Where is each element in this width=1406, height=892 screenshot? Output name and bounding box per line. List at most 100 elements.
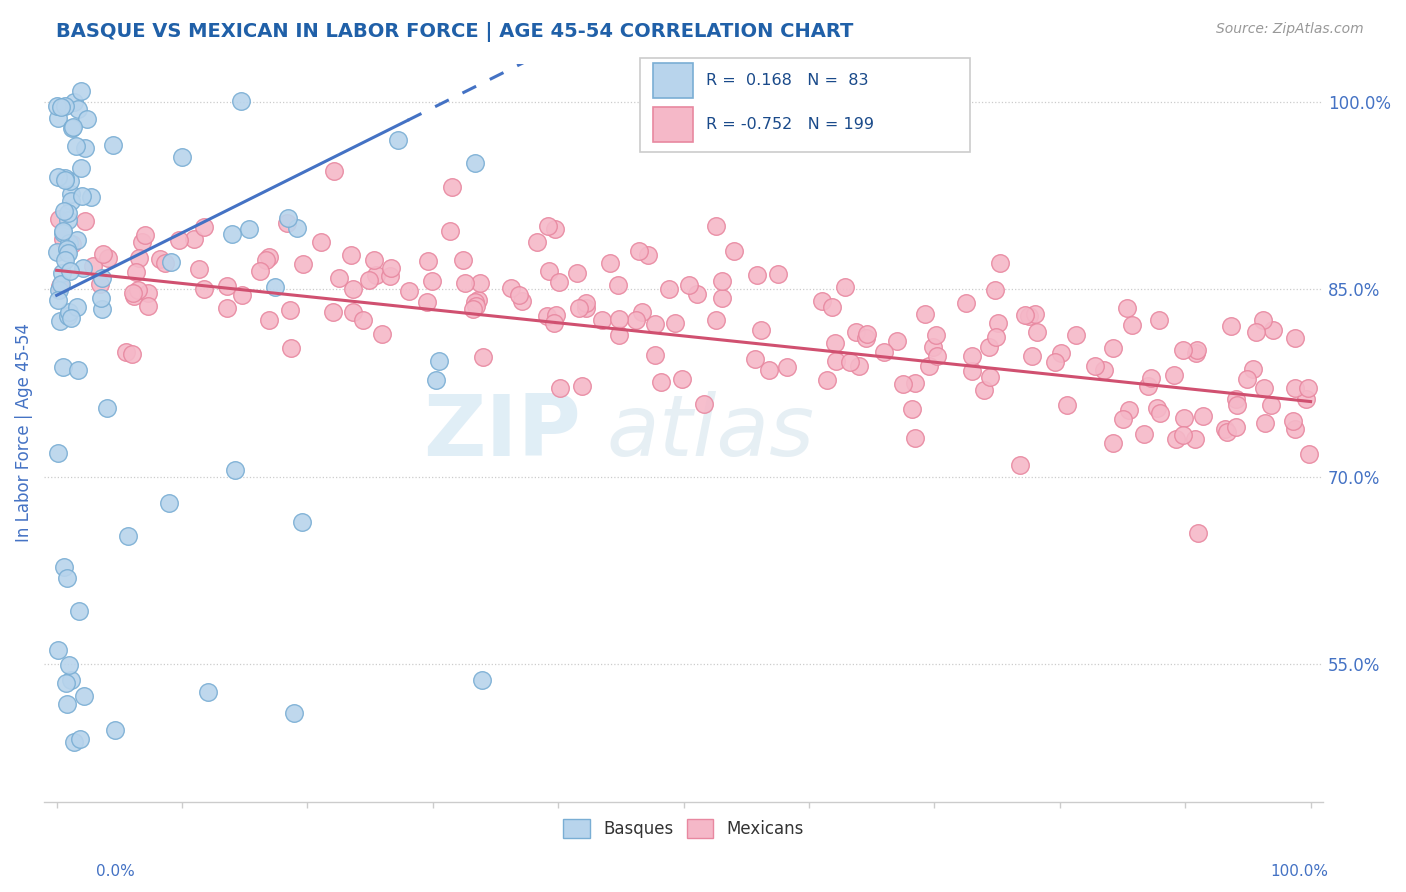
Point [51,266,73,280]
Point [1133,426,1156,441]
Point [1149,406,1171,420]
Point [69,84,91,98]
Point [278,303,301,318]
Point [416,253,439,268]
Point [46,169,69,184]
Point [63,95,86,110]
Point [1213,422,1236,436]
Point [1216,425,1239,440]
Point [328,271,350,285]
Point [76,112,98,127]
Point [53,173,76,187]
Point [48,212,70,227]
Point [197,684,219,698]
Point [131,235,153,250]
Point [425,373,447,387]
Point [1149,313,1171,327]
Point [704,219,727,234]
Point [1101,341,1123,355]
Point [811,293,834,308]
Point [918,359,941,374]
Point [749,323,772,337]
Point [193,220,215,235]
Point [283,706,305,720]
Point [66,300,89,314]
Point [775,360,797,375]
Point [1024,307,1046,321]
Point [121,347,143,361]
Point [1056,398,1078,412]
Point [664,316,686,330]
Point [1253,380,1275,394]
Point [221,227,243,242]
Point [52,203,75,218]
FancyBboxPatch shape [640,58,970,152]
Point [607,312,630,326]
Point [155,256,177,270]
Point [988,255,1011,269]
Point [821,300,844,314]
Text: R = -0.752   N = 199: R = -0.752 N = 199 [706,117,873,132]
Point [75,214,97,228]
Point [984,283,1007,297]
Point [1115,301,1137,315]
Point [921,340,943,354]
Point [58,235,80,250]
Point [264,280,287,294]
Point [49,100,72,114]
Point [53,252,76,267]
Point [62,120,84,135]
Point [292,257,315,271]
Point [46,293,69,308]
Point [848,359,870,373]
Point [1260,398,1282,412]
Point [1026,325,1049,339]
Point [1171,428,1194,442]
Point [986,316,1008,330]
Point [309,235,332,250]
Text: R =  0.168   N =  83: R = 0.168 N = 83 [706,73,869,88]
Point [873,344,896,359]
Point [1049,346,1071,360]
Point [59,186,82,201]
Point [90,301,112,316]
Point [56,213,79,227]
Point [280,341,302,355]
Point [468,276,491,290]
Point [122,289,145,303]
Point [1021,349,1043,363]
Point [986,329,1008,343]
Point [686,287,709,301]
Point [1298,447,1320,461]
Point [60,237,83,252]
Point [591,313,613,327]
Point [59,194,82,209]
Point [927,349,949,363]
Point [441,179,464,194]
Point [960,364,983,378]
Point [231,94,253,108]
Point [1241,362,1264,376]
Point [1018,309,1040,323]
Point [224,463,246,477]
Point [1284,422,1306,436]
Point [745,268,768,282]
Point [62,735,84,749]
Y-axis label: In Labor Force | Age 45-54: In Labor Force | Age 45-54 [15,323,32,542]
Point [1137,379,1160,393]
Point [187,261,209,276]
Point [1139,371,1161,385]
Text: ZIP: ZIP [423,392,581,475]
Point [508,288,530,302]
Point [58,657,80,672]
Point [453,277,475,291]
Point [58,304,80,318]
Point [49,279,72,293]
Point [128,251,150,265]
Point [464,295,486,310]
Point [45,244,67,259]
Point [838,355,860,369]
Point [183,232,205,246]
Point [825,353,848,368]
Point [1045,355,1067,369]
